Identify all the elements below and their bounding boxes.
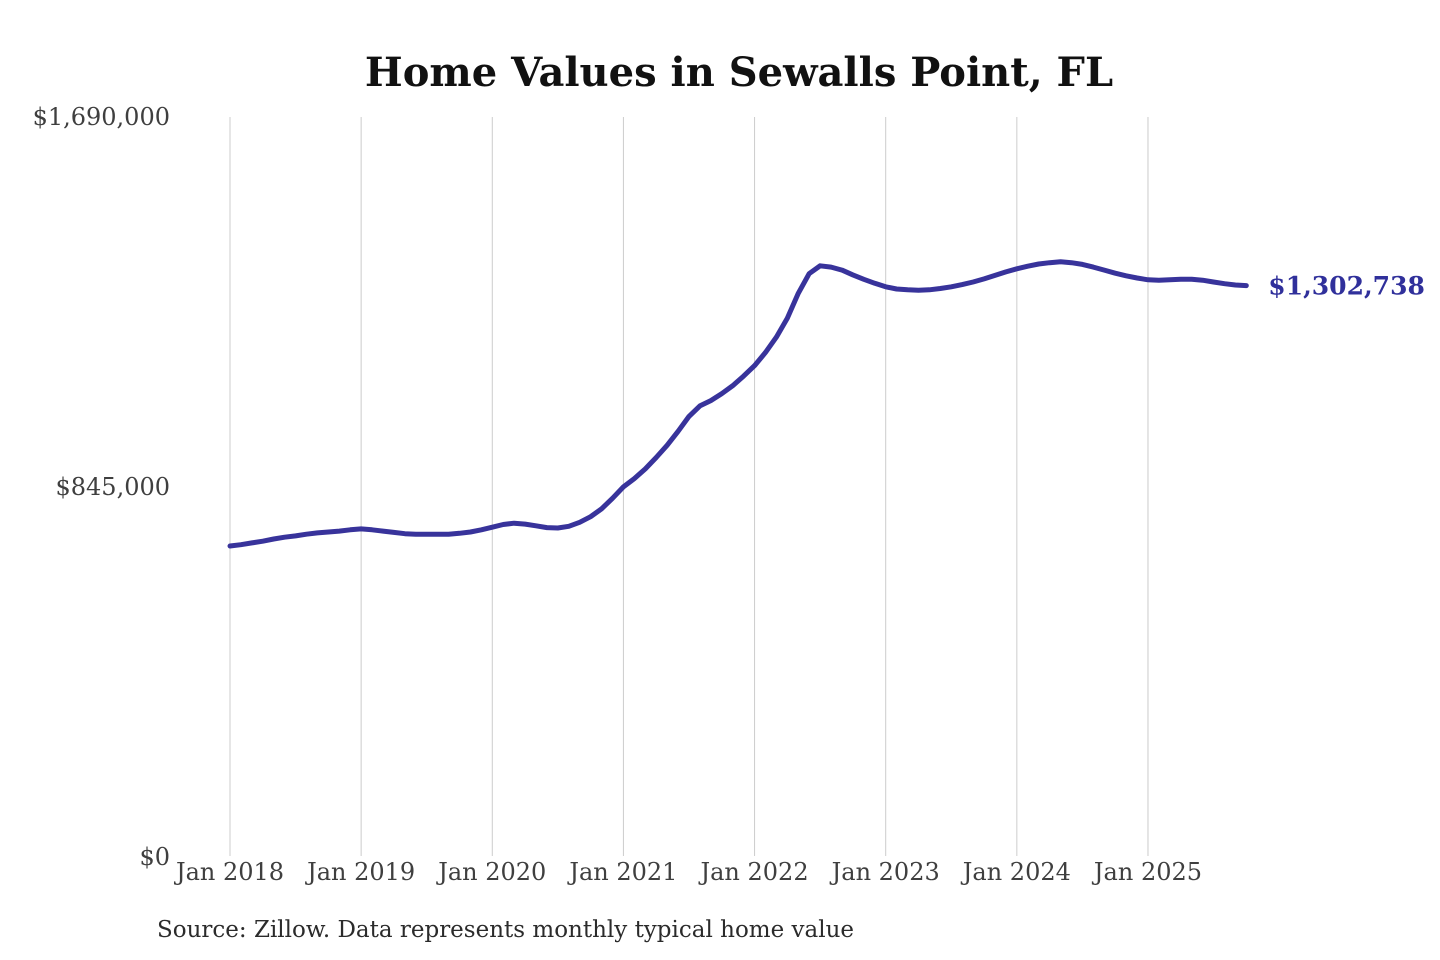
y-tick-label: $845,000 — [55, 473, 170, 501]
gridlines — [229, 117, 1149, 856]
y-tick-label: $0 — [139, 843, 170, 871]
x-tick-label: Jan 2025 — [1091, 858, 1202, 886]
y-axis-labels: $0 $845,000 $1,690,000 — [33, 103, 170, 871]
home-value-line — [227, 259, 1249, 549]
x-axis-labels: Jan 2018 Jan 2019 Jan 2020 Jan 2021 Jan 2022… — [173, 858, 1202, 886]
x-tick-label: Jan 2019 — [304, 858, 415, 886]
y-tick-label: $1,690,000 — [33, 103, 170, 131]
x-tick-label: Jan 2023 — [829, 858, 940, 886]
source-note: Source: Zillow. Data represents monthly … — [157, 917, 854, 943]
x-tick-label: Jan 2020 — [435, 858, 546, 886]
x-tick-label: Jan 2024 — [960, 858, 1071, 886]
x-tick-label: Jan 2021 — [566, 858, 677, 886]
x-tick-label: Jan 2018 — [173, 858, 284, 886]
x-tick-label: Jan 2022 — [698, 858, 809, 886]
current-value-label: $1,302,738 — [1268, 272, 1425, 301]
chart-title: Home Values in Sewalls Point, FL — [365, 49, 1113, 96]
